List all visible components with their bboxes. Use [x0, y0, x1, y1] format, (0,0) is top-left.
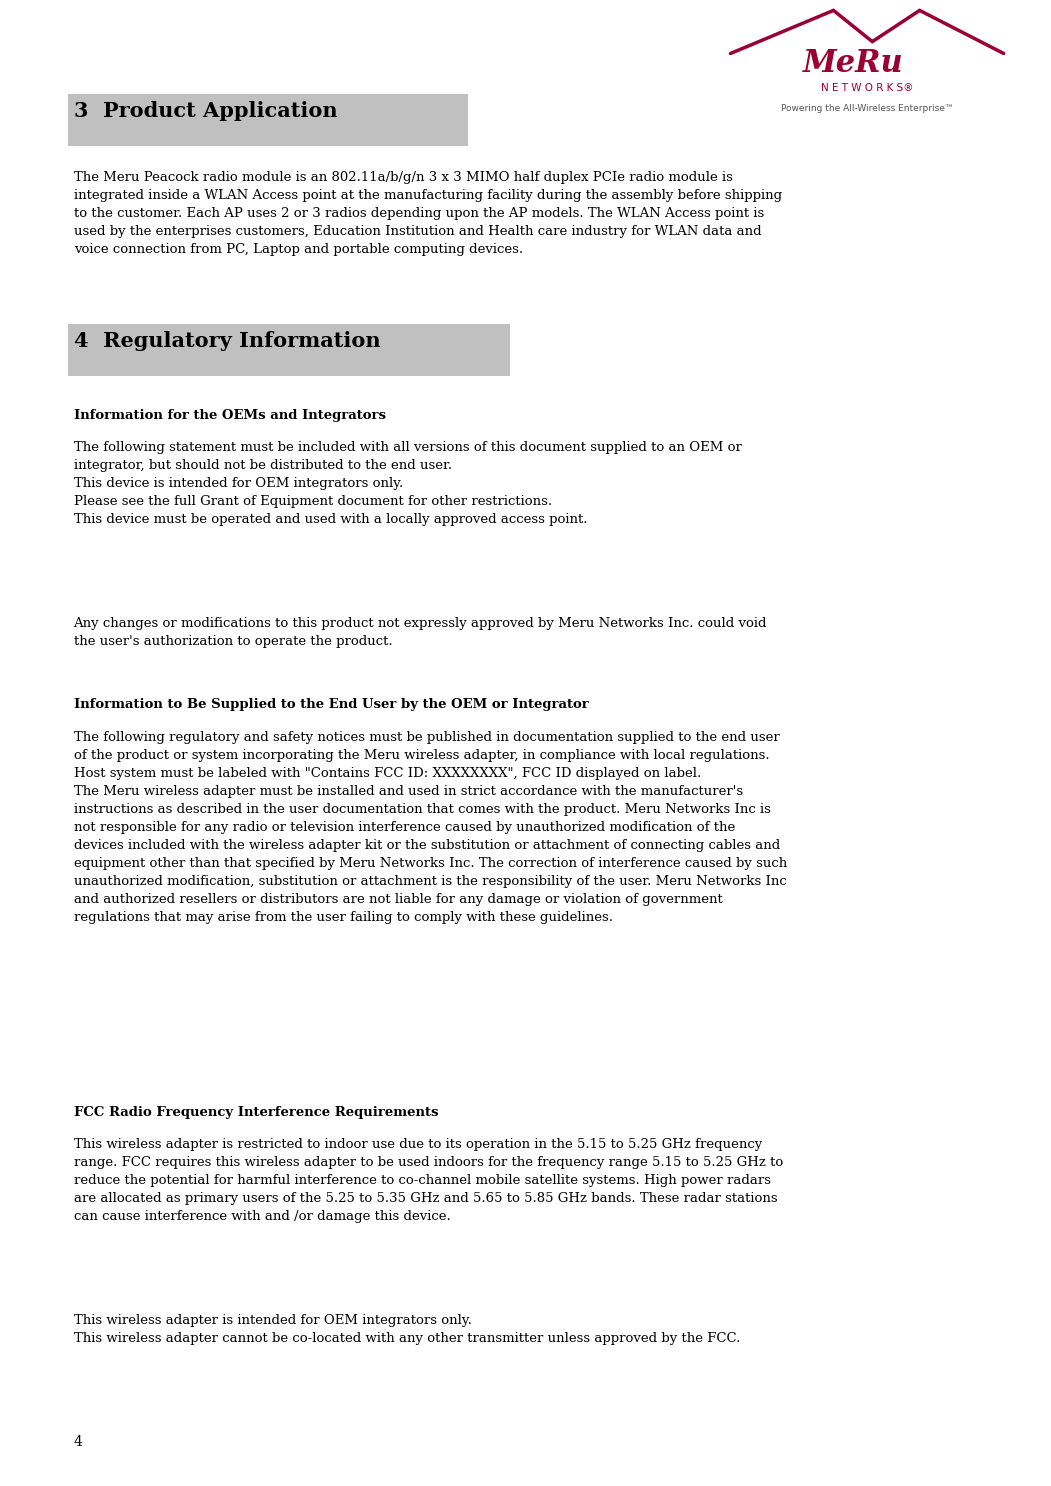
- Text: The following statement must be included with all versions of this document supp: The following statement must be included…: [74, 441, 741, 526]
- Text: N E T W O R K S®: N E T W O R K S®: [821, 83, 913, 94]
- Text: The Meru Peacock radio module is an 802.11a/b/g/n 3 x 3 MIMO half duplex PCIe ra: The Meru Peacock radio module is an 802.…: [74, 171, 782, 256]
- Text: FCC Radio Frequency Interference Requirements: FCC Radio Frequency Interference Require…: [74, 1106, 438, 1119]
- Text: 4  Regulatory Information: 4 Regulatory Information: [74, 331, 380, 351]
- Text: Powering the All-Wireless Enterprise™: Powering the All-Wireless Enterprise™: [781, 104, 953, 113]
- Text: 4: 4: [74, 1435, 82, 1449]
- Text: 3  Product Application: 3 Product Application: [74, 101, 337, 120]
- Text: The following regulatory and safety notices must be published in documentation s: The following regulatory and safety noti…: [74, 731, 787, 924]
- Text: This wireless adapter is restricted to indoor use due to its operation in the 5.: This wireless adapter is restricted to i…: [74, 1138, 783, 1223]
- Text: This wireless adapter is intended for OEM integrators only.
This wireless adapte: This wireless adapter is intended for OE…: [74, 1314, 740, 1345]
- FancyBboxPatch shape: [68, 94, 468, 146]
- Text: Information for the OEMs and Integrators: Information for the OEMs and Integrators: [74, 409, 386, 422]
- FancyBboxPatch shape: [68, 324, 510, 376]
- Text: Any changes or modifications to this product not expressly approved by Meru Netw: Any changes or modifications to this pro…: [74, 617, 767, 648]
- Text: Information to Be Supplied to the End User by the OEM or Integrator: Information to Be Supplied to the End Us…: [74, 698, 589, 712]
- Text: MeRu: MeRu: [803, 48, 904, 79]
